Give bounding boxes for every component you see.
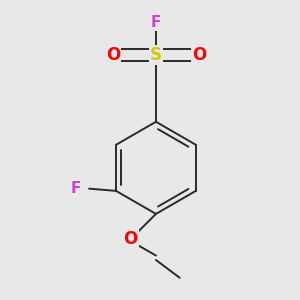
Text: S: S bbox=[150, 46, 162, 64]
Text: O: O bbox=[192, 46, 206, 64]
Text: F: F bbox=[70, 181, 81, 196]
Text: O: O bbox=[106, 46, 120, 64]
Text: O: O bbox=[124, 230, 138, 248]
Text: F: F bbox=[151, 15, 161, 30]
